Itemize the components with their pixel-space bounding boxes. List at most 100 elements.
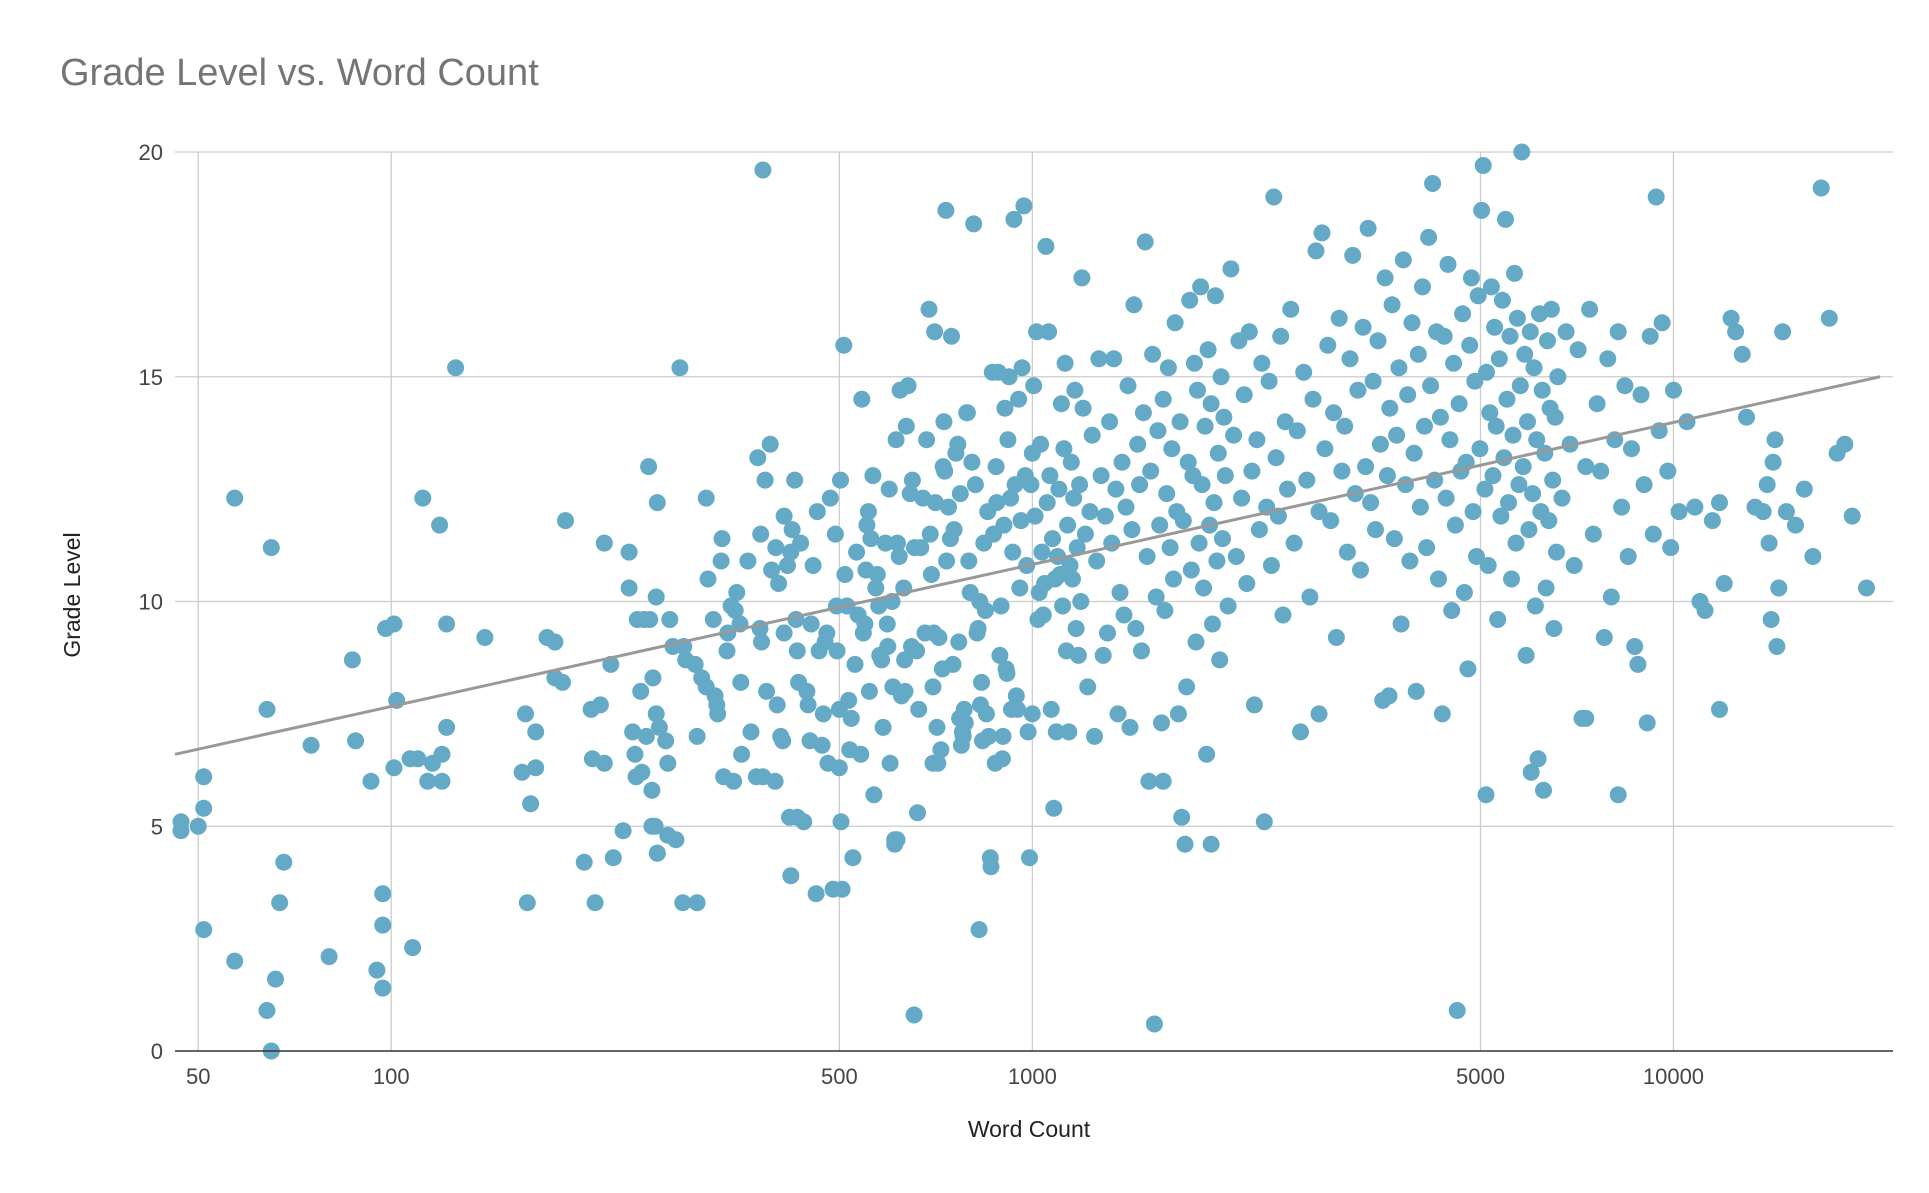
data-point [1584, 525, 1602, 543]
data-point [782, 867, 800, 885]
data-point [1192, 278, 1210, 296]
data-point [1703, 512, 1721, 530]
data-point [697, 489, 715, 507]
data-point [1316, 440, 1334, 458]
data-point [1540, 512, 1558, 530]
data-point [1138, 548, 1156, 565]
data-point [936, 462, 954, 480]
data-point [876, 534, 894, 552]
data-point [1529, 750, 1547, 768]
data-point [527, 759, 545, 777]
data-point [1059, 516, 1077, 534]
data-point [1459, 660, 1477, 678]
data-point [935, 413, 953, 431]
data-point [1050, 480, 1068, 498]
data-point [1136, 233, 1154, 251]
data-point [1065, 489, 1083, 507]
data-point [873, 651, 891, 669]
data-point [1072, 593, 1090, 610]
data-point [604, 849, 622, 867]
data-point [1602, 588, 1620, 606]
data-point [1469, 287, 1487, 305]
data-point [1185, 354, 1203, 372]
data-point [1836, 435, 1854, 453]
data-point [1245, 696, 1263, 714]
data-point [1253, 354, 1271, 372]
data-point [1493, 291, 1511, 309]
data-point [991, 646, 1009, 664]
data-point [864, 467, 882, 485]
data-point [966, 476, 984, 494]
data-point [1521, 323, 1539, 341]
data-point [1202, 835, 1220, 853]
data-point [374, 885, 392, 903]
data-point [1733, 345, 1751, 363]
data-point [1288, 422, 1306, 440]
data-point [808, 503, 826, 521]
data-point [1274, 606, 1292, 624]
data-point [896, 651, 914, 669]
data-point [1754, 503, 1772, 521]
data-point [1002, 489, 1020, 507]
data-point [1524, 485, 1542, 503]
data-point [1466, 372, 1484, 390]
data-point [783, 521, 801, 539]
data-point [267, 970, 284, 988]
data-point [1145, 1015, 1163, 1033]
data-point [1357, 458, 1375, 476]
data-point [1462, 269, 1480, 287]
data-point [643, 817, 661, 835]
data-point [1418, 539, 1436, 557]
data-point [368, 961, 386, 979]
data-point [878, 615, 896, 633]
data-point [1171, 413, 1189, 431]
data-point [835, 336, 853, 354]
data-point [385, 615, 403, 633]
data-point [1196, 417, 1214, 435]
data-point [1820, 309, 1838, 327]
data-point [958, 404, 976, 422]
data-point [918, 431, 936, 449]
data-point [742, 723, 760, 741]
data-point [1616, 377, 1634, 395]
data-point [1282, 300, 1300, 318]
data-point [1520, 521, 1538, 539]
data-point [1422, 377, 1440, 395]
data-point [1764, 453, 1782, 471]
data-point [1514, 458, 1532, 476]
data-point [775, 624, 793, 642]
data-point [1154, 390, 1172, 408]
data-point [632, 682, 650, 700]
data-point [1388, 426, 1406, 444]
data-point [1777, 503, 1795, 521]
data-point [1032, 435, 1050, 453]
data-point [1858, 579, 1875, 597]
data-point [1399, 386, 1417, 404]
data-point [1235, 386, 1253, 404]
data-point [1405, 444, 1423, 462]
data-point [1040, 323, 1058, 341]
data-point [1153, 714, 1170, 732]
data-point [1173, 808, 1191, 826]
data-point [1542, 300, 1560, 318]
data-point [624, 723, 642, 741]
data-point [1535, 781, 1552, 799]
data-point [513, 763, 531, 781]
data-point [1211, 651, 1229, 669]
data-point [1313, 224, 1331, 242]
data-point [1430, 570, 1447, 588]
data-point [671, 359, 689, 377]
chart-title: Grade Level vs. Word Count [60, 52, 539, 94]
data-point [1478, 363, 1495, 381]
data-point [419, 772, 437, 790]
data-point [1285, 534, 1303, 552]
data-point [620, 579, 638, 597]
data-point [909, 804, 926, 822]
data-point [768, 696, 786, 714]
data-point [1464, 503, 1482, 521]
data-point [1267, 449, 1285, 467]
data-point [1090, 350, 1108, 368]
data-point [1319, 336, 1337, 354]
data-point [1482, 278, 1500, 296]
data-point [1216, 467, 1234, 485]
